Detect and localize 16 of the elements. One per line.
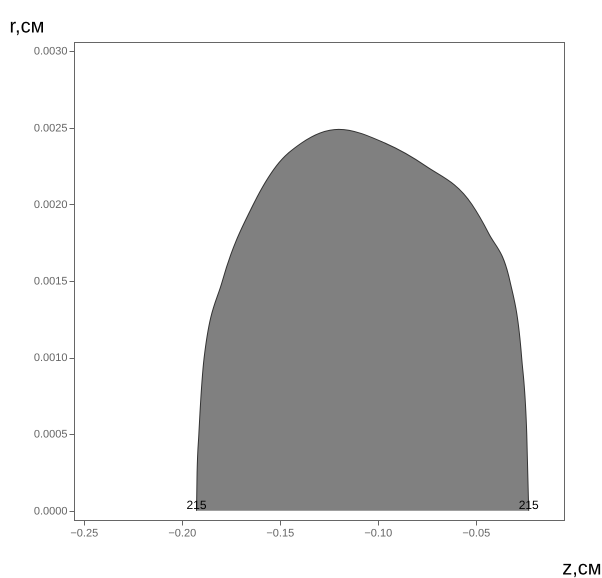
y-tick-label: 0.0010 [34,352,68,364]
x-tick-label: −0.15 [266,528,294,540]
y-tick-label: 0.0020 [34,198,68,211]
y-tick-label: 0.0015 [34,276,68,288]
annotation: 215 [186,498,207,512]
y-tick-label: 0.0030 [34,46,68,58]
x-tick-label: −0.05 [462,528,490,540]
x-tick-label: −0.10 [364,528,392,540]
x-tick-label: −0.20 [168,528,196,540]
y-axis-title: r,см [10,16,44,38]
annotation: 215 [518,498,540,512]
x-tick-label: −0.25 [70,528,98,540]
y-tick-label: 0.0025 [34,122,68,134]
x-axis-title: z,см [562,558,602,578]
y-tick-label: 0.0005 [34,428,68,441]
y-tick-label: 0.0000 [34,505,68,518]
